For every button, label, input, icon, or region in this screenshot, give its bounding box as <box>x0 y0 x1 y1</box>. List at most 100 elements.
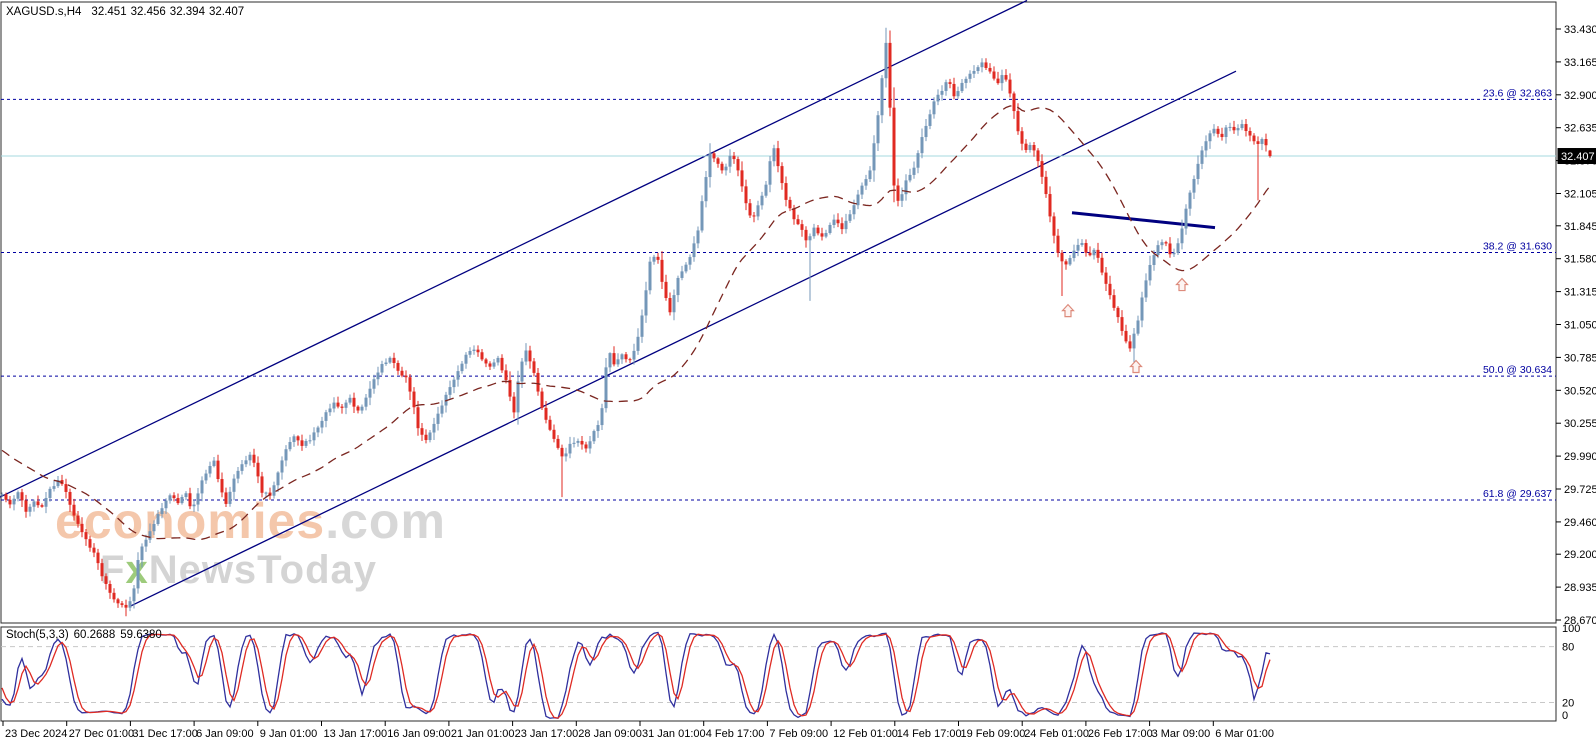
candle-body-down <box>108 584 112 593</box>
candle-body-up <box>1204 141 1208 151</box>
candle-body-up <box>160 508 164 515</box>
channel-lower[interactable] <box>129 70 1237 607</box>
resistance-segment[interactable] <box>1071 211 1216 230</box>
candle-body-down <box>1020 131 1024 144</box>
candle-body-up <box>648 261 652 291</box>
up-arrow-icon[interactable] <box>1175 277 1189 292</box>
candle-body-down <box>416 407 420 429</box>
date-label: 9 Jan 01:00 <box>260 728 318 740</box>
candle-body-up <box>368 388 372 398</box>
candle-body-down <box>984 62 988 68</box>
candle-body-up <box>516 381 520 413</box>
candle-body-down <box>796 219 800 225</box>
candle-body-up <box>632 350 636 360</box>
up-arrow-icon[interactable] <box>1129 359 1143 374</box>
candle-body-down <box>408 377 412 392</box>
trendlines[interactable] <box>0 0 1237 607</box>
candle-body-up <box>576 440 580 443</box>
candle-body-up <box>852 205 856 215</box>
candle-body-down <box>1264 139 1268 146</box>
candle-body-up <box>1080 243 1084 245</box>
candle-body-down <box>1252 135 1256 142</box>
candle-body-down <box>536 372 540 392</box>
stochastic-main-value: 60.2688 <box>73 629 116 641</box>
candle-body-down <box>992 71 996 79</box>
buy-arrows[interactable] <box>1061 277 1189 374</box>
candle-body-down <box>476 349 480 353</box>
chart-title: XAGUSD.s,H4 32.451 32.456 32.394 32.407 <box>6 6 244 18</box>
candle-body-up <box>724 166 728 171</box>
candle-body-down <box>1220 133 1224 138</box>
candle-body-down <box>996 78 1000 84</box>
candle-body-down <box>100 563 104 577</box>
ohlc-low: 32.394 <box>169 6 205 18</box>
candle-body-up <box>152 523 156 532</box>
candle-body-down <box>952 83 956 97</box>
candle-body-up <box>148 531 152 540</box>
candle-body-up <box>636 336 640 351</box>
candle-body-up <box>376 372 380 380</box>
candle-body-up <box>868 170 872 180</box>
channel-upper[interactable] <box>0 0 1028 498</box>
candle-body-up <box>240 464 244 471</box>
price-label: 32.635 <box>1564 123 1596 135</box>
candle-body-up <box>1000 75 1004 84</box>
candle-body-up <box>824 232 828 237</box>
candle-body-down <box>400 370 404 376</box>
moving-average-line[interactable] <box>1 105 1271 541</box>
candle-body-down <box>88 539 92 548</box>
price-axis[interactable]: 33.43033.16532.90032.63532.37032.10531.8… <box>1556 24 1596 722</box>
candle-body-up <box>280 460 284 473</box>
candle-body-up <box>564 453 568 457</box>
candle-body-down <box>740 170 744 187</box>
candle-body-down <box>256 462 260 477</box>
candle-body-up <box>164 500 168 509</box>
candle-body-up <box>924 125 928 138</box>
candle-body-up <box>156 514 160 524</box>
candle-body-up <box>728 155 732 167</box>
candle-body-down <box>72 504 76 516</box>
candle-body-up <box>1076 244 1080 251</box>
candle-body-down <box>752 215 756 217</box>
up-arrow-icon[interactable] <box>1061 303 1075 318</box>
fibonacci-levels[interactable]: 23.6 @ 32.863 38.2 @ 31.630 50.0 @ 30.634 6… <box>1 87 1556 501</box>
price-label: 31.315 <box>1564 287 1596 299</box>
candle-body-up <box>764 184 768 196</box>
candle-body-up <box>448 387 452 395</box>
candle-body-up <box>364 397 368 407</box>
candle-body-up <box>524 350 528 362</box>
candle-body-down <box>988 67 992 72</box>
candle-body-up <box>680 271 684 278</box>
ohlc-open: 32.451 <box>91 6 127 18</box>
candle-body-down <box>788 199 792 209</box>
candle-body-up <box>1192 178 1196 193</box>
candle-body-up <box>1196 163 1200 179</box>
candle-body-down <box>552 429 556 439</box>
candle-body-up <box>864 179 868 186</box>
candle-body-down <box>20 492 24 501</box>
candle-body-down <box>36 501 40 506</box>
stochastic-panel[interactable] <box>1 631 1556 720</box>
candle-body-down <box>1116 307 1120 318</box>
candle-body-up <box>1092 249 1096 256</box>
candle-body-up <box>264 492 268 494</box>
ohlc-close: 32.407 <box>208 6 245 18</box>
candle-body-down <box>120 603 124 605</box>
candle-body-down <box>1108 283 1112 296</box>
date-label: 23 Dec 2024 <box>5 728 67 740</box>
current-price-box <box>1557 148 1596 165</box>
candle-body-up <box>28 506 32 512</box>
candle-body-up <box>192 504 196 507</box>
candle-body-down <box>484 359 488 364</box>
candle-body-up <box>360 406 364 411</box>
candle-body-down <box>1124 330 1128 342</box>
candle-body-up <box>228 491 232 504</box>
candle-body-up <box>1212 128 1216 134</box>
candle-body-down <box>816 227 820 234</box>
candle-body-down <box>480 352 484 360</box>
candle-body-up <box>1144 280 1148 298</box>
candle-body-up <box>200 480 204 494</box>
pane-borders <box>0 1 1557 722</box>
